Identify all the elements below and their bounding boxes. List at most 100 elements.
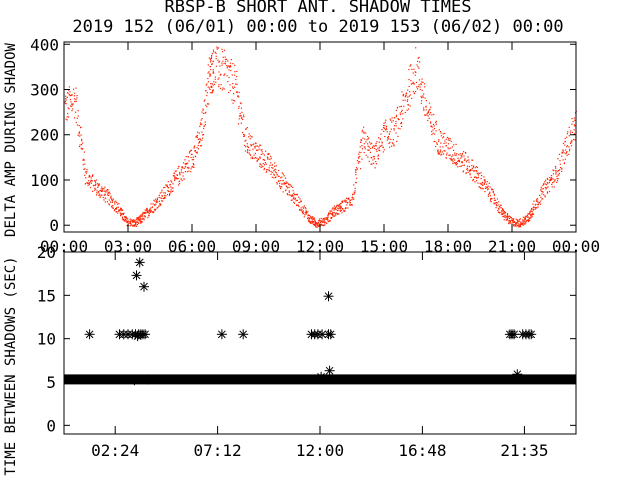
delta-amp-point (537, 201, 539, 203)
delta-amp-point (112, 204, 114, 207)
delta-amp-point (271, 167, 273, 169)
panel2-xtick-label: 21:35 (500, 441, 548, 460)
delta-amp-point (204, 121, 206, 123)
delta-amp-point (292, 194, 294, 196)
delta-amp-point (553, 186, 555, 188)
delta-amp-point (384, 129, 386, 131)
delta-amp-point (218, 77, 220, 79)
delta-amp-point (309, 222, 312, 224)
delta-amp-point (399, 128, 401, 130)
delta-amp-point (222, 56, 224, 58)
delta-amp-point (72, 103, 74, 105)
delta-amp-point (454, 162, 456, 164)
delta-amp-point (524, 222, 526, 224)
delta-amp-point (566, 145, 569, 147)
delta-amp-point (484, 180, 486, 182)
delta-amp-point (106, 191, 108, 193)
delta-amp-point (114, 201, 116, 203)
delta-amp-point (199, 139, 201, 141)
delta-amp-point (388, 142, 390, 144)
delta-amp-point (318, 223, 320, 225)
delta-amp-point (364, 146, 366, 148)
delta-amp-point (422, 95, 424, 97)
delta-amp-point (307, 211, 309, 213)
delta-amp-point (81, 148, 83, 150)
delta-amp-point (489, 193, 491, 195)
delta-amp-point (340, 209, 342, 211)
delta-amp-point (571, 131, 573, 133)
delta-amp-point (339, 207, 341, 209)
delta-amp-point (315, 226, 317, 228)
delta-amp-point (214, 76, 216, 78)
delta-amp-point (564, 137, 566, 140)
delta-amp-point (528, 213, 530, 215)
delta-amp-point (540, 190, 543, 192)
delta-amp-point (453, 144, 455, 146)
delta-amp-point (354, 187, 356, 189)
delta-amp-point (132, 220, 134, 222)
delta-amp-point (500, 207, 502, 209)
delta-amp-point (212, 69, 214, 71)
delta-amp-point (441, 151, 443, 153)
delta-amp-point (549, 176, 551, 179)
delta-amp-point (520, 226, 522, 228)
delta-amp-point (172, 187, 174, 189)
delta-amp-point (244, 134, 246, 136)
panel1-xtick-label: 03:00 (104, 237, 152, 256)
delta-amp-point (224, 56, 226, 58)
delta-amp-point (89, 181, 92, 183)
delta-amp-point (518, 219, 521, 221)
delta-amp-point (122, 209, 124, 211)
delta-amp-point (307, 214, 309, 216)
delta-amp-point (113, 210, 116, 212)
delta-amp-point (393, 128, 395, 130)
delta-amp-point (524, 217, 526, 219)
delta-amp-point (209, 74, 211, 76)
delta-amp-point (405, 95, 407, 97)
delta-amp-point (183, 167, 185, 169)
delta-amp-point (185, 166, 187, 168)
delta-amp-point (75, 111, 77, 113)
delta-amp-point (260, 166, 262, 169)
delta-amp-point (334, 208, 336, 210)
delta-amp-point (501, 208, 504, 210)
delta-amp-point (472, 179, 474, 181)
delta-amp-point (555, 172, 557, 174)
delta-amp-point (443, 153, 445, 155)
delta-amp-point (104, 201, 106, 203)
delta-amp-point (546, 184, 548, 186)
delta-amp-point (501, 210, 503, 212)
delta-amp-point (312, 222, 314, 224)
delta-amp-point (65, 95, 67, 97)
delta-amp-point (207, 81, 209, 83)
delta-amp-point (221, 64, 223, 66)
delta-amp-point (425, 105, 427, 107)
delta-amp-point (493, 203, 495, 205)
delta-amp-point (252, 148, 254, 150)
delta-amp-point (153, 208, 156, 210)
delta-amp-point (140, 214, 142, 216)
delta-amp-point (490, 198, 492, 200)
delta-amp-point (218, 61, 220, 63)
delta-amp-point (435, 123, 437, 125)
panel1-ytick-label: 100 (30, 171, 59, 190)
delta-amp-point (235, 78, 237, 81)
delta-amp-point (91, 175, 93, 177)
delta-amp-point (139, 222, 141, 224)
delta-amp-point (381, 141, 383, 143)
delta-amp-point (393, 144, 395, 146)
delta-amp-point (456, 162, 458, 165)
delta-amp-point (332, 211, 334, 213)
delta-amp-point (309, 215, 311, 217)
delta-amp-point (249, 138, 251, 140)
delta-amp-point (249, 153, 251, 155)
delta-amp-point (68, 86, 70, 88)
delta-amp-point (159, 203, 161, 205)
delta-amp-point (435, 122, 437, 124)
delta-amp-point (466, 168, 468, 170)
delta-amp-point (96, 194, 98, 196)
delta-amp-point (246, 143, 248, 145)
delta-amp-point (271, 171, 273, 174)
delta-amp-point (158, 200, 160, 202)
delta-amp-point (405, 92, 408, 94)
